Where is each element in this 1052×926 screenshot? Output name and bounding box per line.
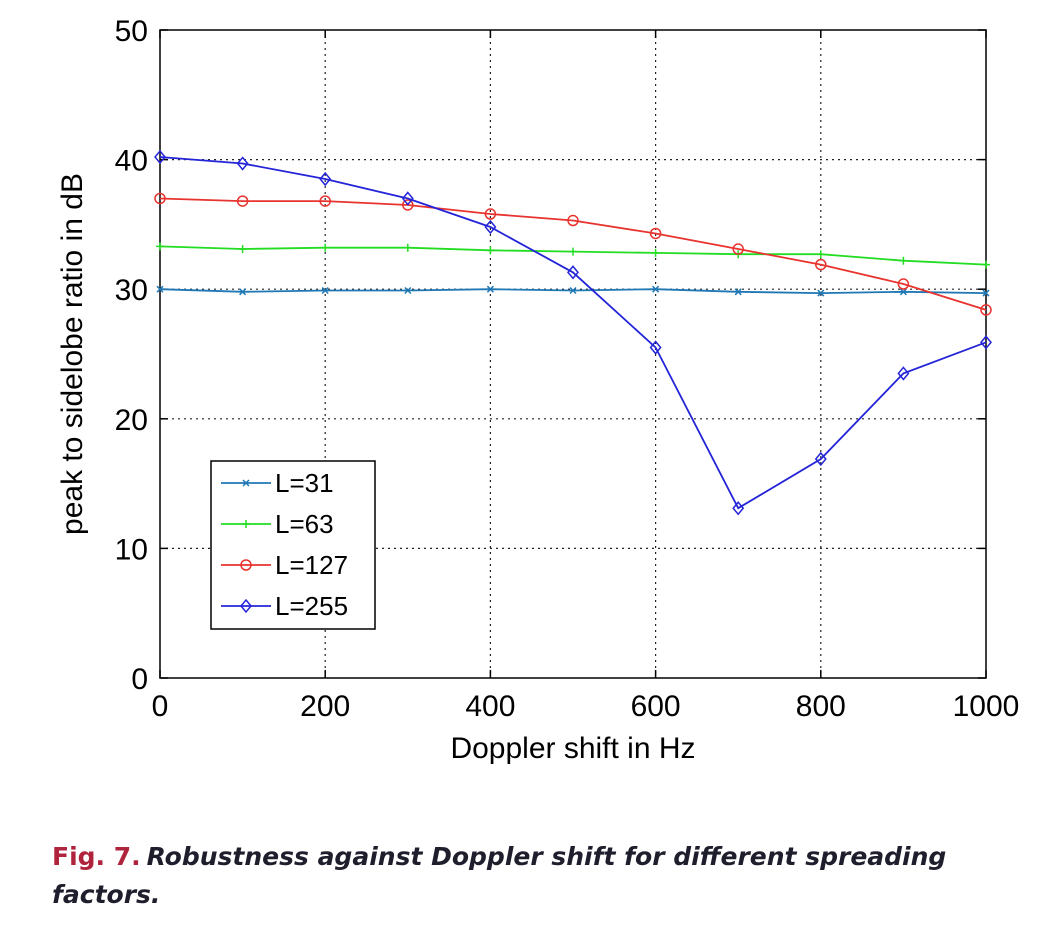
legend: L=31 L=63 L=127 L=255 xyxy=(210,460,376,630)
series-l-127 xyxy=(154,192,992,316)
plot-area-frame xyxy=(159,29,987,679)
data-point xyxy=(734,288,742,296)
figure-caption: Fig. 7. Robustness against Doppler shift … xyxy=(52,838,1012,914)
data-point xyxy=(486,285,494,293)
data-point xyxy=(567,214,579,227)
y-tick-label: 30 xyxy=(115,274,148,307)
data-point xyxy=(649,227,662,240)
data-point xyxy=(897,278,910,290)
data-point xyxy=(242,520,250,528)
caption-text: Robustness against Doppler shift for dif… xyxy=(52,842,947,909)
data-point xyxy=(156,285,164,293)
data-point xyxy=(321,286,329,295)
data-point xyxy=(980,304,992,316)
legend-entry: L=31 xyxy=(221,468,334,498)
x-tick-label: 1000 xyxy=(953,690,1020,723)
data-point xyxy=(240,598,252,614)
data-point xyxy=(319,171,332,187)
data-point xyxy=(569,286,577,295)
legend-box xyxy=(210,460,376,630)
data-point xyxy=(897,366,910,381)
legend-label: L=63 xyxy=(275,509,334,539)
x-tick-label: 0 xyxy=(152,690,169,723)
data-point xyxy=(816,250,825,259)
legend-entry: L=127 xyxy=(221,550,348,580)
x-tick-label: 800 xyxy=(796,690,846,723)
y-tick-label: 40 xyxy=(115,145,148,178)
legend-label: L=127 xyxy=(275,550,348,580)
data-point xyxy=(402,199,414,211)
data-point xyxy=(236,156,249,171)
data-point xyxy=(404,286,412,295)
legend-label: L=31 xyxy=(275,468,334,498)
legend-entry: L=63 xyxy=(221,509,334,539)
x-axis-label: Doppler shift in Hz xyxy=(450,732,695,765)
y-tick-label: 0 xyxy=(131,663,148,696)
data-point xyxy=(238,245,247,254)
series-line xyxy=(159,197,987,311)
data-point xyxy=(982,289,990,297)
series-l-255 xyxy=(154,149,992,516)
data-point xyxy=(154,149,166,165)
data-point xyxy=(236,195,249,207)
data-point xyxy=(815,258,827,271)
x-tick-label: 200 xyxy=(300,690,350,723)
data-point xyxy=(899,288,907,296)
data-point xyxy=(982,260,990,269)
data-point xyxy=(319,195,331,207)
data-point xyxy=(403,243,412,252)
data-point xyxy=(732,243,744,255)
data-point xyxy=(486,246,495,255)
data-point xyxy=(732,501,745,516)
data-point xyxy=(321,243,330,252)
data-point xyxy=(240,559,252,571)
legend-entry: L=255 xyxy=(221,591,348,621)
x-tick-label: 400 xyxy=(465,690,515,723)
y-tick-label: 50 xyxy=(115,15,148,48)
data-point xyxy=(652,285,660,293)
data-point xyxy=(567,265,579,280)
data-point xyxy=(569,247,577,256)
data-point xyxy=(401,191,414,206)
data-point xyxy=(649,340,662,355)
data-point xyxy=(242,479,250,487)
data-point xyxy=(239,288,247,296)
data-point xyxy=(817,289,825,297)
y-tick-label: 10 xyxy=(115,533,148,566)
data-point xyxy=(484,219,497,235)
data-point xyxy=(154,192,166,205)
series-l-63 xyxy=(156,242,990,269)
data-point xyxy=(899,256,908,265)
figure-number: Fig. 7. xyxy=(52,842,141,871)
data-point xyxy=(814,451,827,467)
x-tick-label: 600 xyxy=(631,690,681,723)
y-tick-label: 20 xyxy=(115,404,148,437)
series-line xyxy=(159,156,987,510)
series xyxy=(154,149,992,516)
legend-label: L=255 xyxy=(275,591,348,621)
y-axis-label: peak to sidelobe ratio in dB xyxy=(56,173,89,535)
data-point xyxy=(156,242,164,251)
data-point xyxy=(651,248,660,257)
data-point xyxy=(980,335,992,350)
axis-ticks: 0 200 400 600 800 1000 0 10 20 30 40 50 xyxy=(115,15,1020,723)
series-l-31 xyxy=(156,285,990,297)
data-point xyxy=(484,208,497,220)
